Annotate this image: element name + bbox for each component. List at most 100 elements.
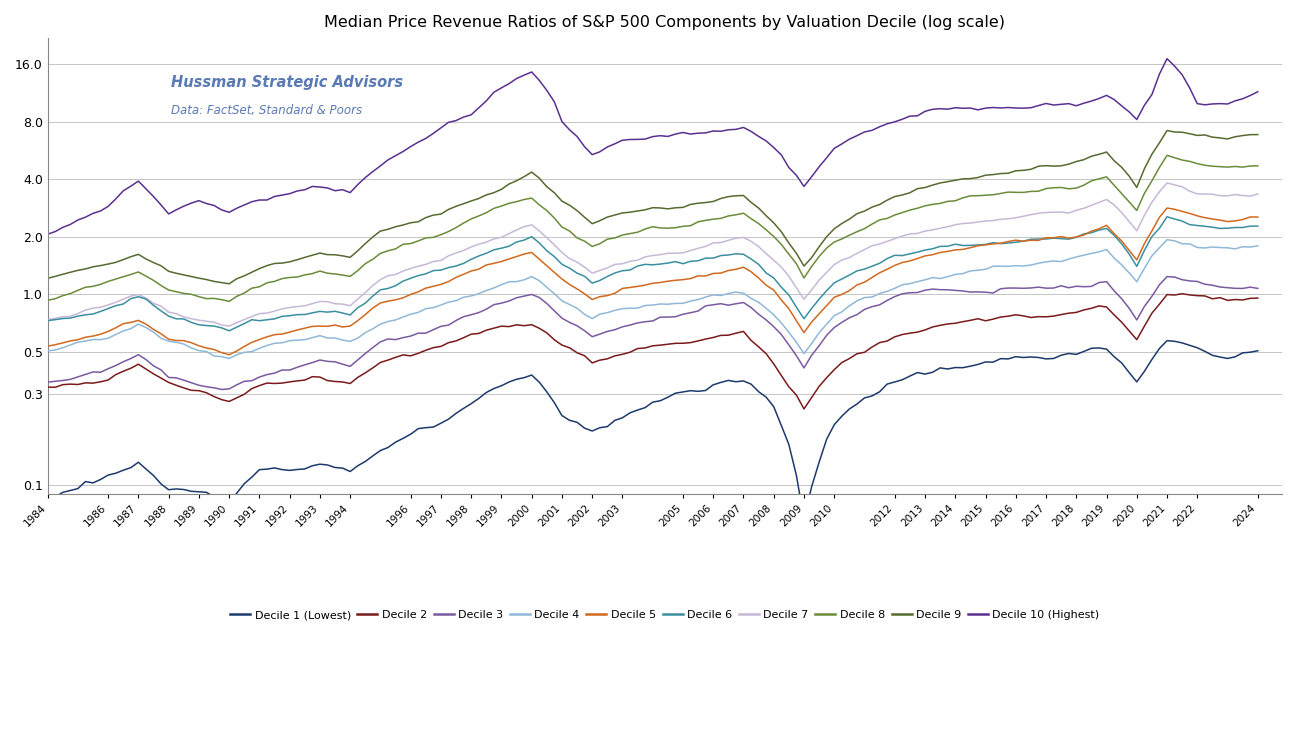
- Decile 9: [380, 225, 396, 234]
- Decile 1 (Lowest): [486, 384, 502, 393]
- Decile 10 (Highest): [1160, 54, 1175, 63]
- Decile 8: [1205, 162, 1220, 171]
- Decile 8: [494, 201, 510, 210]
- Decile 8: [1160, 151, 1175, 160]
- Decile 5: [380, 297, 396, 306]
- Decile 5: [1160, 204, 1175, 212]
- Decile 7: [1160, 179, 1175, 188]
- Decile 10 (Highest): [1045, 101, 1061, 110]
- Decile 6: [494, 244, 510, 253]
- Decile 1 (Lowest): [441, 415, 457, 423]
- Line: Decile 5: Decile 5: [48, 208, 1258, 355]
- Decile 5: [494, 257, 510, 266]
- Decile 4: [1250, 242, 1266, 250]
- Decile 9: [1053, 161, 1069, 170]
- Decile 3: [1205, 281, 1220, 290]
- Decile 7: [494, 233, 510, 242]
- Decile 9: [1114, 163, 1130, 172]
- Decile 4: [222, 354, 237, 363]
- Decile 2: [1053, 310, 1069, 319]
- Decile 9: [494, 185, 510, 193]
- Decile 6: [1250, 222, 1266, 231]
- Decile 6: [1160, 212, 1175, 221]
- Decile 2: [1205, 294, 1220, 303]
- Decile 1 (Lowest): [1053, 351, 1069, 360]
- Decile 10 (Highest): [1250, 88, 1266, 96]
- Decile 1 (Lowest): [40, 499, 56, 507]
- Decile 4: [40, 347, 56, 356]
- Decile 10 (Highest): [1197, 101, 1213, 110]
- Decile 2: [486, 324, 502, 333]
- Decile 8: [1250, 161, 1266, 170]
- Decile 8: [40, 296, 56, 304]
- Decile 2: [1250, 293, 1266, 302]
- Line: Decile 7: Decile 7: [48, 183, 1258, 326]
- Decile 5: [449, 273, 464, 282]
- Decile 1 (Lowest): [1250, 347, 1266, 356]
- Decile 6: [1205, 223, 1220, 231]
- Decile 3: [1114, 294, 1130, 303]
- Line: Decile 3: Decile 3: [48, 277, 1258, 389]
- Line: Decile 8: Decile 8: [48, 155, 1258, 301]
- Decile 9: [1160, 126, 1175, 135]
- Decile 6: [380, 284, 396, 293]
- Decile 3: [40, 378, 56, 387]
- Line: Decile 4: Decile 4: [48, 239, 1258, 358]
- Decile 9: [1205, 133, 1220, 142]
- Decile 5: [222, 350, 237, 359]
- Legend: Decile 1 (Lowest), Decile 2, Decile 3, Decile 4, Decile 5, Decile 6, Decile 7, D: Decile 1 (Lowest), Decile 2, Decile 3, D…: [226, 606, 1104, 625]
- Decile 3: [380, 334, 396, 343]
- Decile 2: [40, 383, 56, 391]
- Decile 10 (Highest): [372, 161, 388, 170]
- Decile 2: [441, 338, 457, 347]
- Decile 6: [1053, 234, 1069, 243]
- Decile 2: [796, 404, 812, 413]
- Decile 9: [449, 202, 464, 211]
- Decile 10 (Highest): [486, 88, 502, 96]
- Decile 4: [494, 280, 510, 289]
- Decile 1 (Lowest): [1160, 337, 1175, 345]
- Line: Decile 10 (Highest): Decile 10 (Highest): [48, 58, 1258, 234]
- Decile 6: [40, 316, 56, 325]
- Decile 8: [1114, 189, 1130, 198]
- Decile 9: [1250, 130, 1266, 139]
- Decile 6: [1114, 239, 1130, 248]
- Decile 5: [1250, 212, 1266, 221]
- Decile 6: [222, 326, 237, 335]
- Decile 4: [1114, 261, 1130, 269]
- Decile 7: [222, 322, 237, 331]
- Decile 9: [222, 280, 237, 288]
- Line: Decile 9: Decile 9: [48, 131, 1258, 284]
- Decile 3: [1250, 284, 1266, 293]
- Line: Decile 6: Decile 6: [48, 217, 1258, 331]
- Decile 3: [449, 316, 464, 325]
- Decile 6: [449, 261, 464, 270]
- Decile 8: [380, 247, 396, 255]
- Decile 7: [1114, 208, 1130, 217]
- Decile 1 (Lowest): [1114, 358, 1130, 367]
- Decile 10 (Highest): [1106, 95, 1122, 104]
- Decile 2: [372, 358, 388, 366]
- Decile 3: [494, 299, 510, 307]
- Text: Hussman Strategic Advisors: Hussman Strategic Advisors: [171, 74, 403, 90]
- Decile 10 (Highest): [441, 118, 457, 127]
- Decile 9: [40, 274, 56, 283]
- Decile 2: [1174, 289, 1189, 298]
- Decile 7: [1205, 190, 1220, 199]
- Decile 5: [1053, 232, 1069, 241]
- Decile 4: [380, 317, 396, 326]
- Decile 8: [1053, 183, 1069, 192]
- Decile 5: [1114, 237, 1130, 245]
- Decile 3: [1160, 272, 1175, 281]
- Title: Median Price Revenue Ratios of S&P 500 Components by Valuation Decile (log scale: Median Price Revenue Ratios of S&P 500 C…: [324, 15, 1005, 30]
- Decile 5: [1205, 215, 1220, 223]
- Decile 10 (Highest): [40, 230, 56, 239]
- Decile 1 (Lowest): [796, 515, 812, 523]
- Decile 2: [1114, 318, 1130, 326]
- Decile 3: [1053, 281, 1069, 290]
- Decile 3: [214, 385, 230, 393]
- Decile 7: [380, 272, 396, 280]
- Text: Data: FactSet, Standard & Poors: Data: FactSet, Standard & Poors: [171, 104, 362, 117]
- Decile 4: [449, 296, 464, 305]
- Line: Decile 1 (Lowest): Decile 1 (Lowest): [48, 341, 1258, 519]
